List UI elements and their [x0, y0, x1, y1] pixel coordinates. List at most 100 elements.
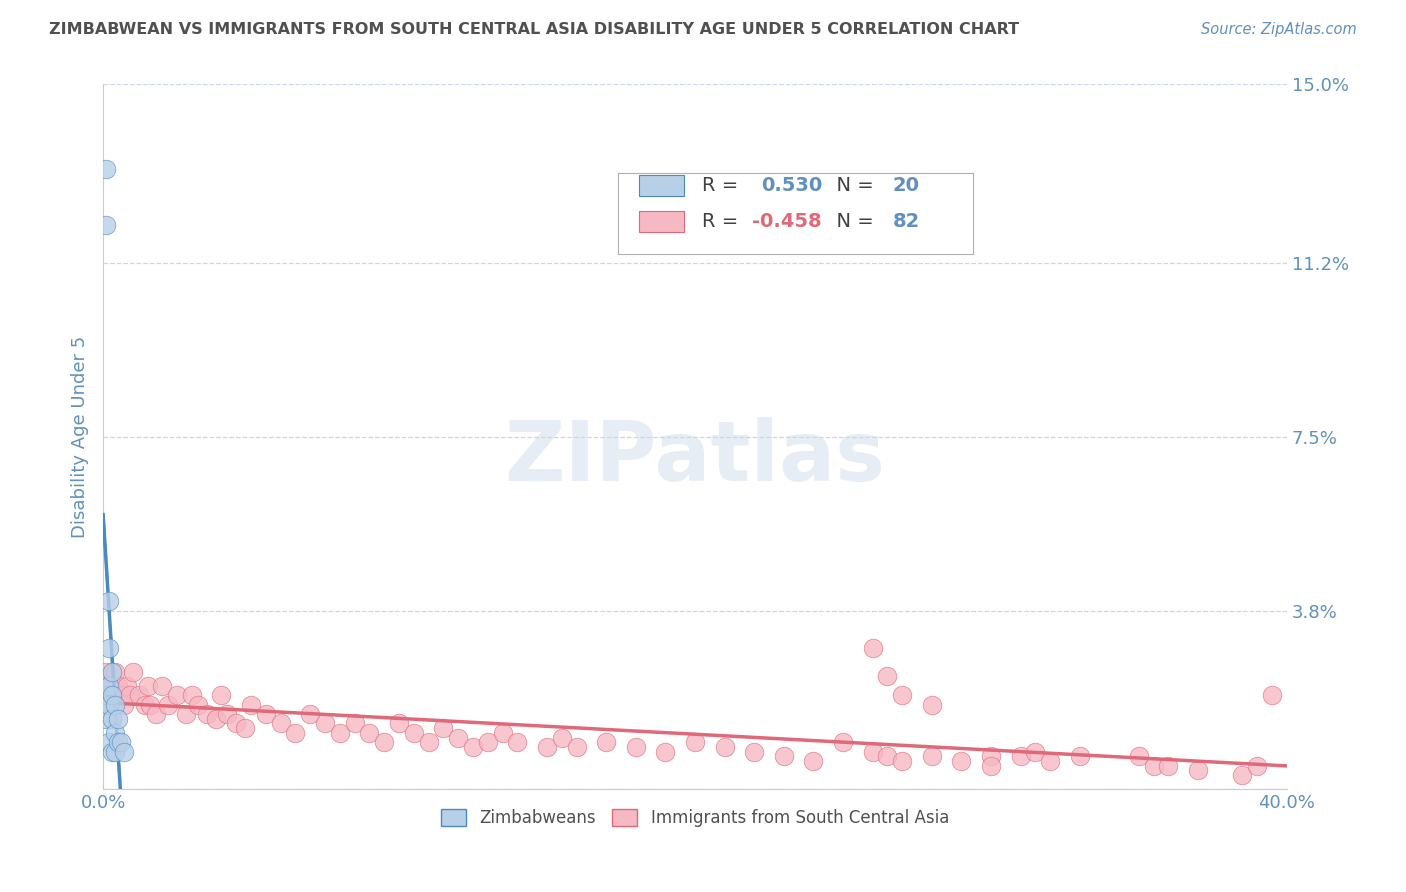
Point [157, 698, 180, 712]
Point [343, 716, 366, 731]
Point [595, 735, 617, 749]
Point [150, 679, 173, 693]
Point [1010, 749, 1032, 764]
Point [101, 745, 124, 759]
Point [832, 735, 855, 749]
Point [101, 688, 124, 702]
Point [772, 749, 794, 764]
Point [110, 688, 132, 702]
Point [565, 739, 588, 754]
Point [1024, 745, 1046, 759]
Point [491, 726, 513, 740]
Point [1039, 754, 1062, 768]
Point [101, 665, 124, 679]
Point [128, 688, 150, 702]
Point [94, 688, 117, 702]
Point [112, 698, 135, 712]
Point [94, 712, 117, 726]
Point [94, 219, 117, 233]
Point [506, 735, 529, 749]
Point [101, 688, 124, 702]
Point [134, 698, 156, 712]
Point [329, 726, 352, 740]
Point [801, 754, 824, 768]
Point [94, 665, 117, 679]
Point [624, 739, 647, 754]
Point [139, 698, 162, 712]
Point [225, 716, 247, 731]
Point [104, 745, 127, 759]
Point [233, 721, 256, 735]
Point [166, 688, 188, 702]
Point [461, 739, 484, 754]
Point [980, 749, 1002, 764]
Point [107, 679, 129, 693]
Point [921, 749, 943, 764]
Point [98, 679, 121, 693]
Point [1232, 768, 1254, 782]
Point [98, 698, 121, 712]
Point [180, 688, 202, 702]
Point [921, 698, 943, 712]
Point [270, 716, 292, 731]
Point [359, 726, 381, 740]
Point [98, 735, 121, 749]
Text: 20: 20 [893, 176, 920, 194]
Point [211, 688, 233, 702]
Point [654, 745, 676, 759]
Point [240, 698, 263, 712]
Point [891, 688, 914, 702]
Text: N =: N = [824, 176, 880, 194]
Point [136, 679, 159, 693]
Point [876, 669, 898, 683]
Point [402, 726, 425, 740]
Point [683, 735, 706, 749]
Point [217, 706, 239, 721]
Y-axis label: Disability Age Under 5: Disability Age Under 5 [72, 335, 89, 538]
Point [104, 665, 127, 679]
Text: R =: R = [702, 212, 745, 231]
Point [742, 745, 765, 759]
Point [187, 698, 209, 712]
Point [98, 594, 121, 608]
Point [254, 706, 277, 721]
Point [94, 161, 117, 176]
Point [118, 688, 141, 702]
Point [447, 731, 470, 745]
Point [115, 679, 138, 693]
Point [950, 754, 973, 768]
Point [107, 712, 129, 726]
Text: -0.458: -0.458 [752, 212, 821, 231]
Point [1261, 688, 1284, 702]
Point [551, 731, 574, 745]
Point [1128, 749, 1150, 764]
Point [204, 712, 226, 726]
Point [314, 716, 336, 731]
Point [536, 739, 558, 754]
Point [145, 706, 167, 721]
Text: ZIPatlas: ZIPatlas [505, 417, 886, 499]
Point [876, 749, 898, 764]
Point [121, 665, 143, 679]
Point [862, 641, 884, 656]
Point [104, 698, 127, 712]
Text: N =: N = [824, 212, 880, 231]
Point [195, 706, 218, 721]
Point [418, 735, 440, 749]
Text: 82: 82 [893, 212, 920, 231]
Point [1246, 758, 1268, 772]
Point [477, 735, 499, 749]
Text: ZIMBABWEAN VS IMMIGRANTS FROM SOUTH CENTRAL ASIA DISABILITY AGE UNDER 5 CORRELAT: ZIMBABWEAN VS IMMIGRANTS FROM SOUTH CENT… [49, 22, 1019, 37]
Point [112, 745, 135, 759]
Point [104, 726, 127, 740]
Legend: Zimbabweans, Immigrants from South Central Asia: Zimbabweans, Immigrants from South Centr… [434, 802, 956, 834]
Point [110, 735, 132, 749]
Point [713, 739, 735, 754]
Point [284, 726, 307, 740]
FancyBboxPatch shape [640, 175, 685, 196]
Point [1069, 749, 1091, 764]
Point [101, 712, 124, 726]
Point [862, 745, 884, 759]
Point [94, 679, 117, 693]
Point [1157, 758, 1180, 772]
